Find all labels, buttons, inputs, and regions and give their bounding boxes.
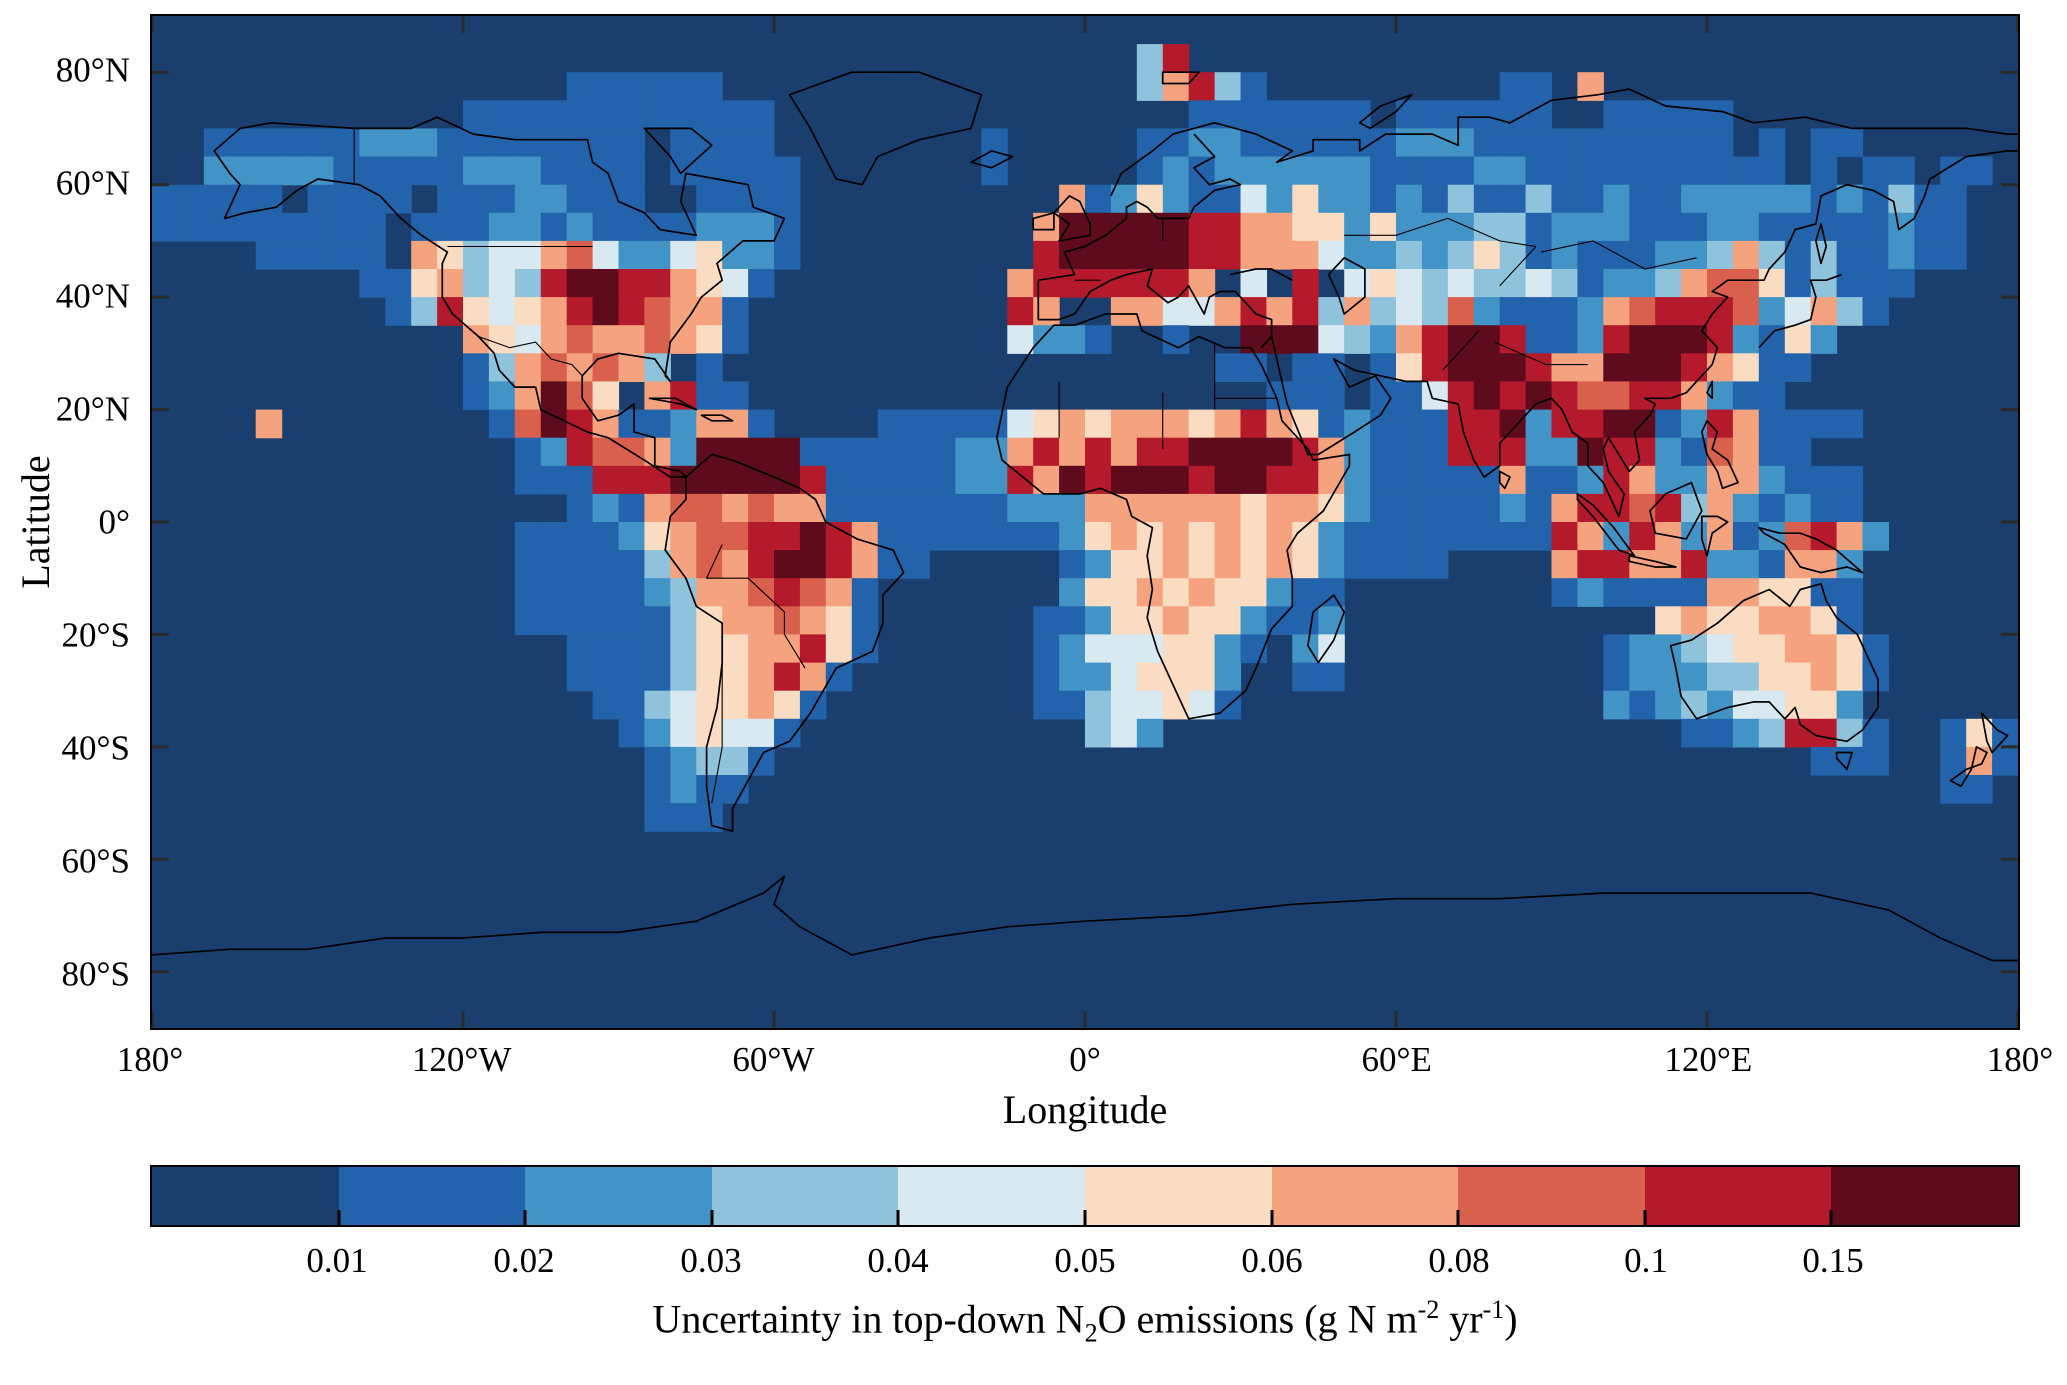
- x-tick-label: 120°W: [411, 1040, 512, 1079]
- colorbar-boundary-tick: [710, 1210, 714, 1225]
- colorbar-segment: [1084, 1167, 1272, 1225]
- colorbar-boundary-tick: [1270, 1210, 1274, 1225]
- colorbar-segment: [1644, 1167, 1832, 1225]
- x-tick-label: 0°: [1069, 1040, 1101, 1079]
- y-axis-title: Latitude: [13, 455, 58, 589]
- y-tick-label: 20°S: [61, 615, 130, 655]
- caption-superscript: -2: [1417, 1295, 1440, 1324]
- colorbar-segment: [338, 1167, 526, 1225]
- colorbar-segment: [152, 1167, 339, 1225]
- y-tick-label: 80°N: [55, 50, 130, 90]
- x-tick-label: 60°E: [1361, 1040, 1432, 1079]
- caption-text: O emissions (g N m: [1097, 1296, 1418, 1342]
- caption-text: Uncertainty in top-down N: [652, 1296, 1085, 1342]
- colorbar: [150, 1165, 2020, 1227]
- colorbar-tick-label: 0.04: [867, 1241, 929, 1280]
- y-tick-label: 60°N: [55, 163, 130, 203]
- colorbar-boundary-tick: [896, 1210, 900, 1225]
- y-tick-label: 0°: [98, 502, 131, 542]
- colorbar-boundary-tick: [1083, 1210, 1087, 1225]
- colorbar-segment: [525, 1167, 712, 1225]
- x-tick-label: 180°: [116, 1040, 184, 1079]
- colorbar-boundary-tick: [1643, 1210, 1647, 1225]
- colorbar-segment: [898, 1167, 1085, 1225]
- y-tick-label: 40°N: [55, 276, 130, 316]
- colorbar-segment: [1458, 1167, 1645, 1225]
- colorbar-tick-label: 0.03: [680, 1241, 742, 1280]
- colorbar-tick-label: 0.08: [1428, 1241, 1490, 1280]
- caption-superscript: -1: [1482, 1295, 1505, 1324]
- caption-text: ): [1504, 1296, 1518, 1342]
- world-heatmap: [152, 16, 2018, 1028]
- y-tick-label: 20°N: [55, 389, 130, 429]
- colorbar-segment: [711, 1167, 899, 1225]
- colorbar-tick-label: 0.01: [306, 1241, 368, 1280]
- colorbar-segment: [1831, 1167, 2018, 1225]
- colorbar-boundary-tick: [1829, 1210, 1833, 1225]
- colorbar-boundary-tick: [337, 1210, 341, 1225]
- caption-subscript: 2: [1084, 1318, 1098, 1348]
- colorbar-segment: [1271, 1167, 1459, 1225]
- colorbar-boundary-tick: [523, 1210, 527, 1225]
- map-plot-area: [150, 14, 2020, 1030]
- y-tick-label: 80°S: [61, 954, 130, 994]
- colorbar-boundary-tick: [1456, 1210, 1460, 1225]
- y-tick-label: 40°S: [61, 728, 130, 768]
- caption-text: yr: [1439, 1296, 1483, 1342]
- colorbar-tick-label: 0.05: [1054, 1241, 1116, 1280]
- x-tick-label: 60°W: [732, 1040, 815, 1079]
- colorbar-tick-label: 0.1: [1624, 1241, 1668, 1280]
- colorbar-tick-label: 0.15: [1802, 1241, 1864, 1280]
- x-tick-label: 180°: [1986, 1040, 2054, 1079]
- colorbar-tick-label: 0.02: [493, 1241, 555, 1280]
- x-axis-title: Longitude: [1002, 1087, 1168, 1132]
- y-tick-label: 60°S: [61, 841, 130, 881]
- colorbar-tick-label: 0.06: [1241, 1241, 1303, 1280]
- colorbar-caption: Uncertainty in top-down N2O emissions (g…: [652, 1295, 1518, 1348]
- x-tick-label: 120°E: [1664, 1040, 1753, 1079]
